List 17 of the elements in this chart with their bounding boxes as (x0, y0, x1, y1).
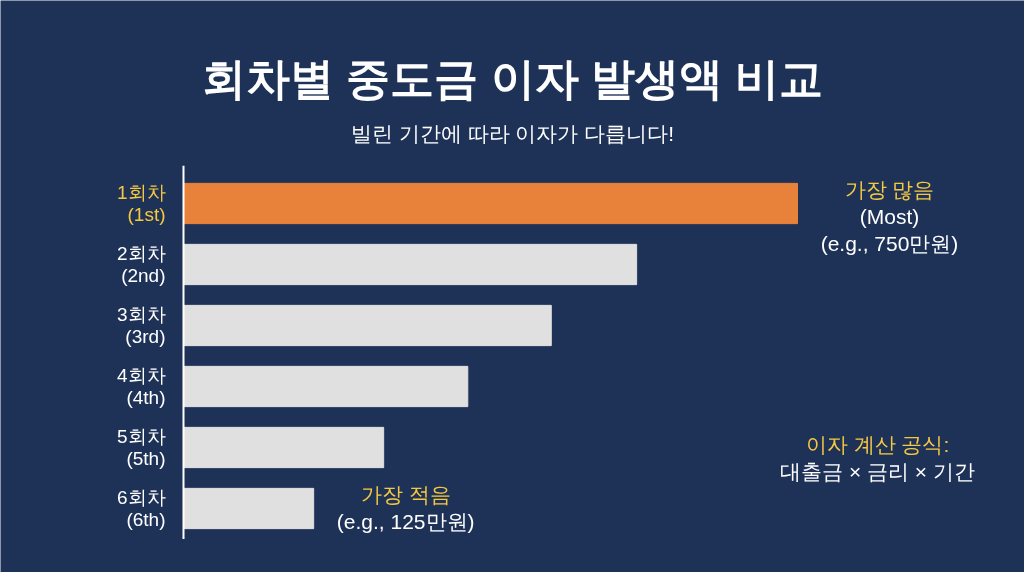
y-tick-label: 6회차 (6th) (116, 486, 166, 531)
y-tick-label: 5회차 (5th) (116, 425, 166, 470)
y-tick-label: 3회차 (3rd) (116, 303, 166, 348)
bar (183, 365, 469, 408)
y-tick-label: 4회차 (4th) (116, 364, 166, 409)
bar (183, 304, 552, 347)
annotation: 이자 계산 공식: 대출금 × 금리 × 기간 (780, 432, 975, 483)
y-tick-label: 2회차 (2nd) (116, 242, 166, 287)
chart-title: 회차별 중도금 이자 발생액 비교 (202, 54, 823, 103)
annotation: 가장 적음 (e.g., 125만원) (336, 482, 475, 533)
bar (183, 243, 638, 286)
bar (183, 487, 315, 530)
bar (183, 426, 385, 469)
bar (183, 182, 798, 225)
annotation: 가장 많음 (Most) (e.g., 750만원) (820, 177, 959, 255)
y-tick-label: 1회차 (1st) (116, 181, 166, 226)
chart-subtitle: 빌린 기간에 따라 이자가 다릅니다! (350, 122, 675, 145)
